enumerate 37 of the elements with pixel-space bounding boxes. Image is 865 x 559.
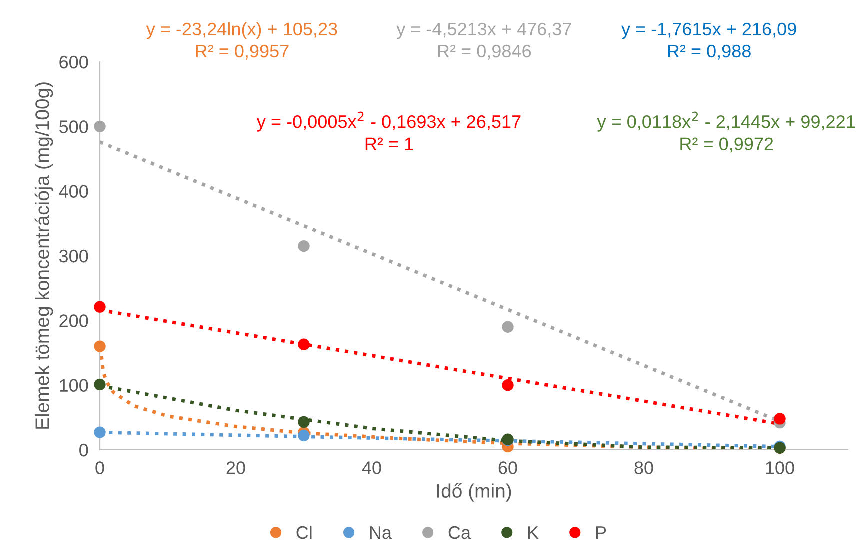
x-tick-label: 0 [96, 462, 104, 474]
point [298, 430, 310, 442]
legend-label: Cl [296, 526, 312, 540]
point [94, 426, 106, 438]
x-axis-title: Idő (min) [437, 483, 512, 502]
x-tick-label: 60 [498, 462, 518, 474]
text: y = -23,24ln(x) + 105,23 R² = 0,9957 [146, 22, 338, 60]
point [298, 338, 310, 350]
y-tick-label: 0 [80, 444, 88, 457]
point [94, 301, 106, 313]
y-tick-label: 500 [59, 120, 88, 134]
x-tick-label: 20 [226, 462, 246, 474]
x-tick-label: 40 [362, 462, 382, 474]
y-axis-title: Elemek tömeg koncentrációja (mg/100g) [34, 82, 54, 429]
y-tick-label: 100 [60, 379, 88, 392]
legend-label: K [528, 526, 539, 540]
point [502, 321, 514, 333]
legend-label: P [596, 526, 606, 540]
y-tick-label: 200 [60, 314, 88, 328]
point [94, 120, 106, 133]
text: y = -1,7615x + 216,09 R² = 0,988 [622, 22, 796, 60]
point [94, 340, 106, 352]
y-tick-label: 400 [59, 185, 88, 198]
point [502, 379, 514, 392]
annotation: y = 0,0118x$^{2}$ - 2,1445x + 99,221 R² = 0,9972 [597, 112, 856, 153]
point [298, 416, 310, 428]
point [94, 378, 106, 391]
legend-label: Na [370, 526, 392, 540]
x-tick-label: 100 [766, 462, 794, 474]
y-tick-label: 600 [60, 56, 88, 69]
annotation: y = -0,0005x$^{2}$ - 0,1693x + 26,517 R² = 1 [256, 112, 521, 150]
point [298, 240, 310, 252]
y-tick-label: 300 [59, 250, 88, 263]
x-tick-label: 80 [634, 462, 654, 474]
legend-label: Ca [448, 526, 472, 540]
text: y = -4,5213x + 476,37 R² = 0,9846 [396, 22, 572, 60]
point [774, 413, 786, 425]
